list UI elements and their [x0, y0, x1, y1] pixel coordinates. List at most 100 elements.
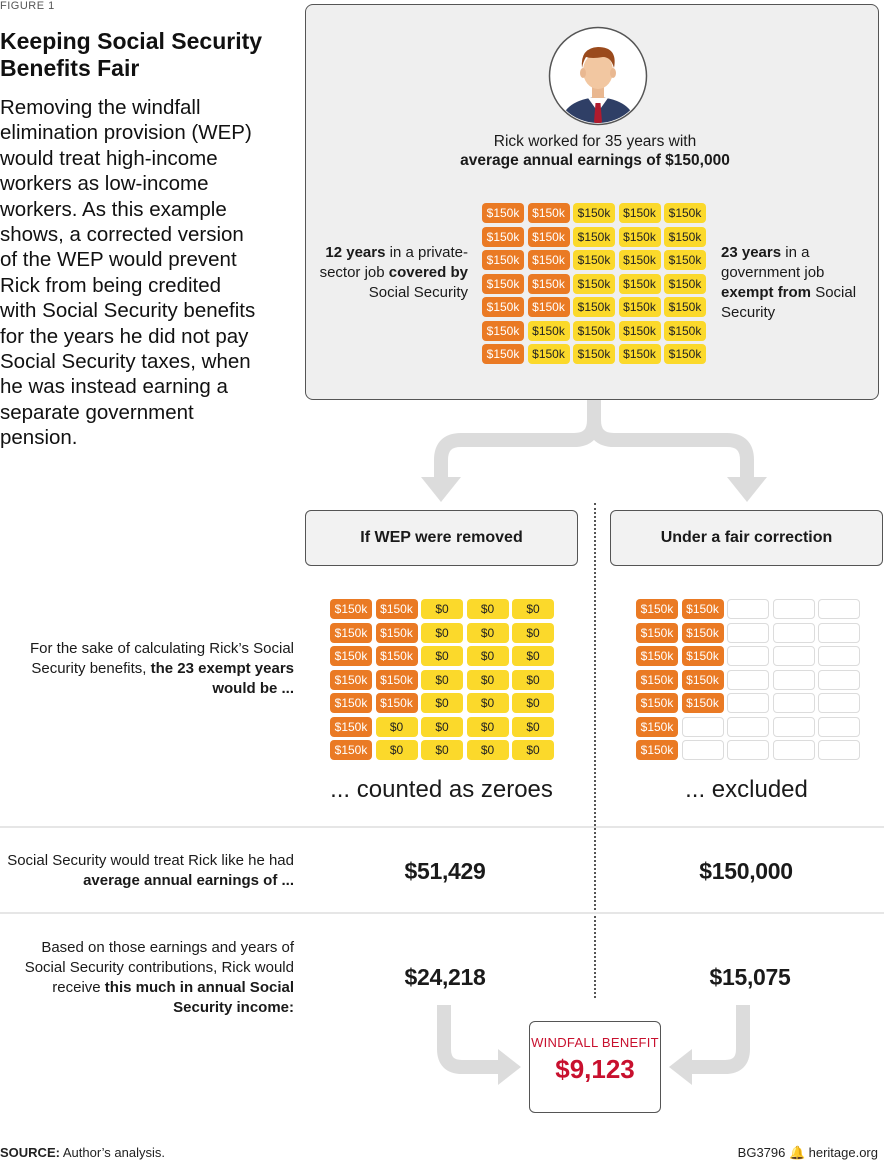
arrowhead-benefit-left: [498, 1049, 521, 1085]
scenario-fair-correction: Under a fair correction: [610, 510, 883, 566]
covered-year-cell: $150k: [330, 669, 372, 690]
covered-year-cell: $150k: [375, 669, 418, 690]
zero-year-cell: $0: [466, 599, 509, 619]
row-label-benefits: Based on those earnings and years of Soc…: [0, 938, 294, 1018]
zero-year-cell: $0: [466, 669, 509, 690]
earnings-wep-removed: $51,429: [404, 858, 486, 884]
benefit-wep-removed: $24,218: [404, 964, 486, 990]
covered-year-cell: $150k: [681, 599, 724, 619]
covered-year-cell: $150k: [681, 622, 724, 643]
fair-correction-grid: $150k $150k $150k $150k $150k $150k $150k $150k…: [636, 599, 860, 760]
covered-year-cell: $150k: [527, 250, 570, 270]
excluded-year-cell: [681, 740, 724, 760]
zero-year-cell: $0: [512, 693, 554, 713]
source-note: SOURCE: Author’s analysis.: [0, 1145, 165, 1160]
arrowhead-benefit-right: [669, 1049, 692, 1085]
excluded-year-cell: [818, 693, 860, 713]
covered-year-cell: $150k: [330, 716, 372, 737]
exempt-year-cell: $150k: [664, 203, 706, 223]
covered-year-cell: $150k: [636, 716, 678, 737]
zero-year-cell: $0: [466, 622, 509, 643]
zero-year-cell: $0: [421, 716, 463, 737]
exempt-year-cell: $150k: [618, 226, 661, 247]
zero-year-cell: $0: [466, 693, 509, 713]
zero-year-cell: $0: [375, 716, 418, 737]
row-label-exempt-bold: the 23 exempt years would be ...: [150, 660, 294, 697]
excluded-year-cell: [772, 669, 815, 690]
windfall-value: $9,123: [555, 1054, 635, 1084]
person-avatar-icon: [548, 26, 648, 126]
section-rule: [0, 912, 884, 914]
covered-year-cell: $150k: [375, 646, 418, 666]
zero-year-cell: $0: [421, 669, 463, 690]
exempt-year-cell: $150k: [527, 344, 570, 364]
zero-year-cell: $0: [375, 740, 418, 760]
covered-by-label: covered by: [388, 264, 468, 281]
excluded-year-cell: [818, 740, 860, 760]
arrowhead-right: [727, 477, 767, 502]
row-label-exempt-text: For the sake of calculating Rick’s Socia…: [29, 640, 294, 677]
excluded-year-cell: [772, 599, 815, 619]
row-label-earnings-text: Social Security would treat Rick like he…: [7, 852, 294, 869]
covered-note-text: in a private-sector job: [319, 244, 468, 281]
excluded-year-cell: [772, 693, 815, 713]
row-label-earnings-bold: average annual earnings of ...: [83, 872, 294, 889]
exempt-year-cell: $150k: [573, 226, 615, 247]
excluded-year-cell: [772, 622, 815, 643]
covered-year-cell: $150k: [482, 250, 524, 270]
excluded-year-cell: [727, 693, 769, 713]
covered-year-cell: $150k: [330, 693, 372, 713]
covered-year-cell: $150k: [482, 297, 524, 317]
covered-year-cell: $150k: [636, 622, 678, 643]
outcome-excluded: ... excluded: [685, 776, 808, 803]
exempt-year-cell: $150k: [664, 250, 706, 270]
covered-year-cell: $150k: [330, 622, 372, 643]
covered-year-cell: $150k: [482, 226, 524, 247]
wep-removed-grid: $150k $150k $0 $0 $0 $150k $150k $0 $0 $0 $150k $15…: [330, 599, 554, 760]
rick-summary: Rick worked for 35 years with average an…: [430, 132, 760, 170]
intro-paragraph: Removing the windfall elimination provis…: [0, 96, 256, 450]
source-text: Author’s analysis.: [59, 1145, 165, 1160]
excluded-year-cell: [727, 646, 769, 666]
exempt-year-cell: $150k: [618, 297, 661, 317]
zero-year-cell: $0: [421, 599, 463, 619]
excluded-year-cell: [772, 646, 815, 666]
rick-summary-earnings: average annual earnings of $150,000: [460, 152, 730, 169]
exempt-note-text: in a government job: [721, 244, 825, 281]
split-arrow-right: [587, 419, 754, 478]
bell-icon: 🔔: [788, 1145, 806, 1160]
covered-year-cell: $150k: [330, 599, 372, 619]
covered-years: 12 years: [325, 244, 386, 261]
exempt-year-cell: $150k: [573, 203, 615, 223]
zero-year-cell: $0: [512, 622, 554, 643]
excluded-year-cell: [772, 740, 815, 760]
covered-year-cell: $150k: [681, 646, 724, 666]
covered-year-cell: $150k: [636, 599, 678, 619]
covered-year-cell: $150k: [330, 646, 372, 666]
covered-year-cell: $150k: [527, 297, 570, 317]
scenario-divider: [594, 503, 596, 998]
report-code: BG3796: [737, 1145, 786, 1160]
zero-year-cell: $0: [466, 646, 509, 666]
excluded-year-cell: [772, 716, 815, 737]
exempt-years-note: 23 years in a government job exempt from…: [721, 243, 871, 323]
covered-year-cell: $150k: [636, 740, 678, 760]
exempt-year-cell: $150k: [664, 273, 706, 294]
excluded-year-cell: [818, 646, 860, 666]
zero-year-cell: $0: [421, 693, 463, 713]
excluded-year-cell: [727, 622, 769, 643]
excluded-year-cell: [727, 740, 769, 760]
windfall-box: WINDFALL BENEFIT $9,123: [529, 1021, 661, 1113]
row-label-benefits-bold: this much in annual Social Security inco…: [104, 979, 294, 1016]
excluded-year-cell: [818, 599, 860, 619]
covered-year-cell: $150k: [482, 273, 524, 294]
row-label-earnings: Social Security would treat Rick like he…: [0, 851, 294, 891]
benefit-fair-correction: $15,075: [709, 964, 791, 990]
page-title: Keeping Social Security Benefits Fair: [0, 28, 263, 81]
source-label: SOURCE:: [0, 1145, 60, 1160]
excluded-year-cell: [727, 669, 769, 690]
exempt-year-cell: $150k: [618, 273, 661, 294]
zero-year-cell: $0: [512, 646, 554, 666]
excluded-year-cell: [727, 716, 769, 737]
